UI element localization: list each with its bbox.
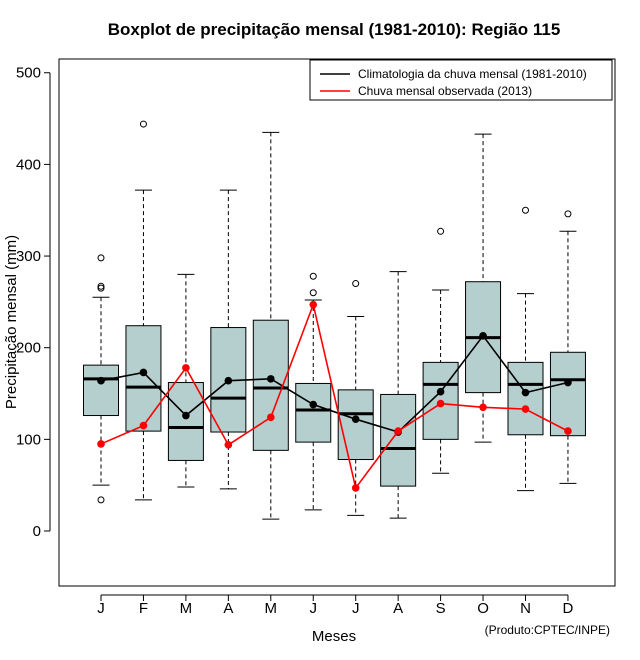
box-9 — [422, 227, 459, 474]
series-line-climatology — [100, 334, 569, 433]
y-axis: 0 100 200 300 400 500 — [16, 65, 51, 540]
series-point-observed — [521, 405, 530, 413]
outlier-point — [352, 280, 360, 288]
plot-frame — [58, 58, 616, 587]
y-axis-label: Precipitação mensal (mm) — [3, 235, 20, 409]
series-point-observed — [97, 440, 105, 448]
box-6 — [295, 272, 332, 511]
box-iqr — [507, 361, 544, 436]
series-point-climatology — [97, 376, 105, 385]
series-point-climatology — [564, 378, 572, 387]
box-iqr — [337, 389, 374, 461]
outlier-point — [564, 210, 572, 218]
box-12 — [549, 210, 586, 484]
series-point-climatology — [182, 411, 190, 420]
outlier-point — [97, 282, 105, 290]
x-tick-label: N — [520, 600, 531, 617]
outlier-point — [437, 227, 445, 235]
series-point-climatology — [224, 376, 233, 385]
series-point-observed — [394, 427, 402, 435]
x-axis-label: Meses — [312, 628, 356, 645]
x-tick-label: F — [139, 600, 148, 617]
box-iqr — [295, 382, 332, 443]
series-group — [97, 300, 572, 492]
series-point-climatology — [351, 415, 360, 423]
x-tick-label: D — [563, 600, 574, 617]
x-tick-label: J — [352, 600, 360, 617]
x-tick-label: M — [180, 600, 193, 617]
y-tick-label: 300 — [16, 248, 41, 265]
outlier-point — [309, 272, 317, 280]
x-tick-label: J — [310, 600, 318, 617]
box-7 — [337, 280, 374, 516]
outlier-point — [139, 120, 147, 128]
series-point-observed — [139, 421, 148, 430]
legend-box — [309, 59, 613, 101]
series-point-observed — [309, 300, 318, 309]
series-point-climatology — [436, 387, 445, 396]
y-tick-label: 200 — [16, 340, 41, 357]
series-point-observed — [182, 364, 190, 372]
series-point-observed — [564, 427, 572, 435]
x-tick-label: O — [477, 600, 489, 617]
box-8 — [380, 271, 417, 519]
outlier-point — [309, 289, 317, 297]
y-tick-label: 500 — [16, 65, 41, 82]
x-tick-label: A — [393, 600, 403, 617]
chart-title: Boxplot de precipitação mensal (1981-201… — [108, 20, 561, 39]
box-2 — [125, 120, 162, 501]
outlier-point — [97, 284, 105, 292]
y-tick-label: 100 — [16, 431, 41, 448]
series-point-observed — [351, 484, 360, 492]
series-point-observed — [267, 413, 275, 422]
series-line-observed — [100, 301, 569, 490]
x-tick-label: A — [223, 600, 233, 617]
x-tick-label: J — [97, 600, 105, 617]
box-11 — [507, 206, 544, 492]
box-iqr — [83, 364, 119, 417]
series-point-climatology — [139, 368, 148, 377]
series-point-climatology — [521, 388, 530, 397]
credit-text: (Produto:CPTEC/INPE) — [485, 623, 610, 637]
x-tick-label: M — [265, 600, 278, 617]
series-point-observed — [224, 441, 233, 449]
box-iqr — [167, 382, 204, 461]
y-tick-label: 0 — [33, 523, 41, 540]
outlier-point — [522, 206, 529, 214]
box-3 — [167, 273, 204, 488]
series-point-observed — [479, 403, 487, 412]
outlier-point — [97, 254, 105, 262]
box-1 — [83, 254, 119, 504]
outlier-point — [97, 496, 105, 504]
series-point-observed — [436, 399, 445, 408]
series-point-climatology — [267, 375, 275, 383]
series-point-climatology — [479, 331, 487, 340]
legend-label-observed: Chuva mensal observada (2013) — [358, 84, 532, 98]
box-iqr — [549, 351, 586, 437]
legend-label-climatology: Climatologia da chuva mensal (1981-2010) — [358, 67, 587, 81]
x-tick-label: S — [436, 600, 446, 617]
legend: Climatologia da chuva mensal (1981-2010)… — [309, 59, 613, 101]
box-iqr — [380, 393, 417, 487]
box-10 — [465, 133, 502, 443]
boxes-group — [83, 120, 586, 520]
y-tick-label: 400 — [16, 156, 41, 173]
box-iqr — [125, 325, 162, 432]
series-point-climatology — [309, 400, 318, 409]
box-5 — [252, 131, 289, 520]
